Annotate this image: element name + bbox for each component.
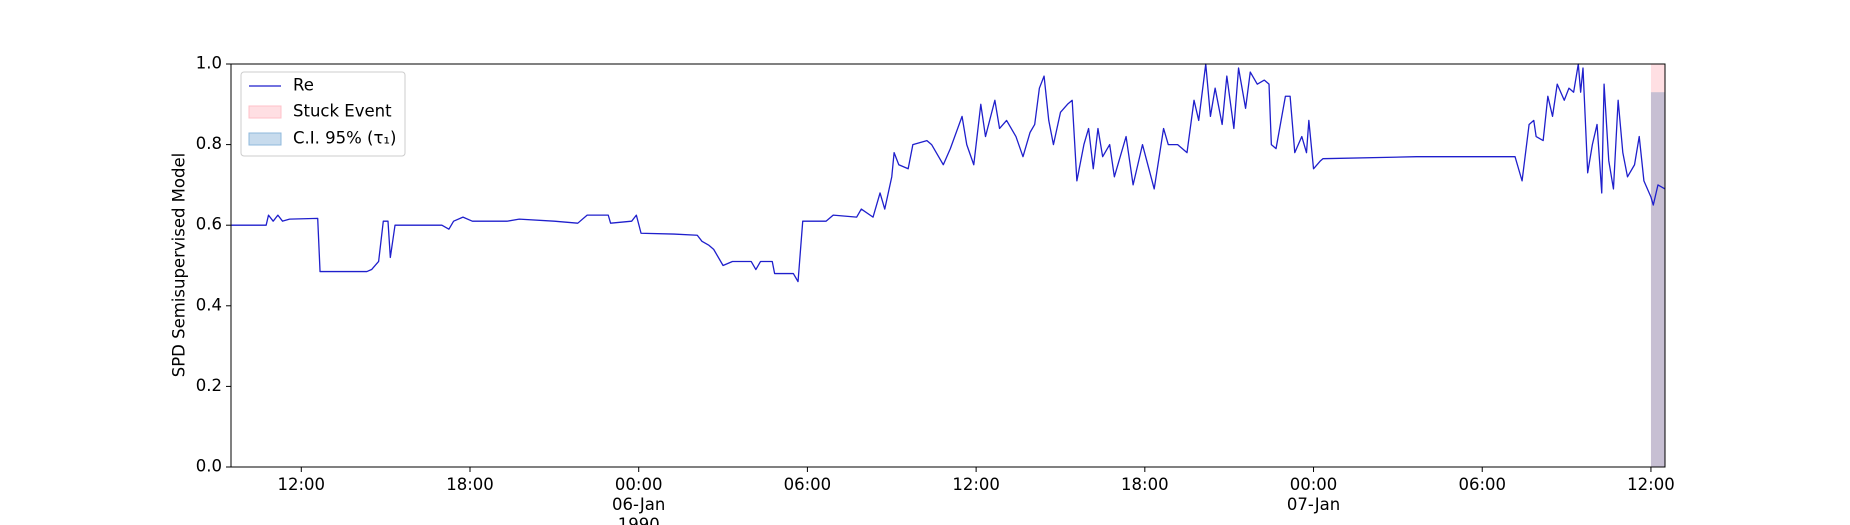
- x-tick-label: 06:00: [1458, 475, 1506, 494]
- y-tick-label: 0.8: [196, 134, 222, 153]
- plot-frame: [230, 63, 1666, 468]
- legend-label: Stuck Event: [293, 102, 392, 121]
- x-tick-label: 18:00: [446, 475, 494, 494]
- legend-swatch: [248, 105, 282, 119]
- x-tick-label: 00:00 07-Jan: [1287, 475, 1340, 514]
- x-tick-label: 06:00: [784, 475, 832, 494]
- legend-label: Re: [293, 76, 314, 95]
- y-axis-label: SPD Semisupervised Model: [170, 153, 189, 377]
- x-tick-label: 12:00: [952, 475, 1000, 494]
- y-tick-label: 0.2: [196, 376, 222, 395]
- y-tick-label: 1.0: [196, 54, 222, 73]
- x-tick-label: 00:00 06-Jan 1990: [612, 475, 665, 525]
- legend-swatch: [248, 132, 282, 146]
- x-tick-label: 18:00: [1121, 475, 1169, 494]
- x-tick-label: 12:00: [278, 475, 326, 494]
- data-line: [231, 63, 1666, 283]
- y-tick-label: 0.6: [196, 215, 222, 234]
- legend-label: C.I. 95% (τ₁): [293, 129, 396, 148]
- legend-box: [240, 71, 406, 157]
- y-tick-label: 0.4: [196, 295, 222, 314]
- x-tick-label: 12:00: [1627, 475, 1675, 494]
- y-tick-label: 0.0: [196, 457, 222, 476]
- confidence-interval-region: [1650, 92, 1665, 468]
